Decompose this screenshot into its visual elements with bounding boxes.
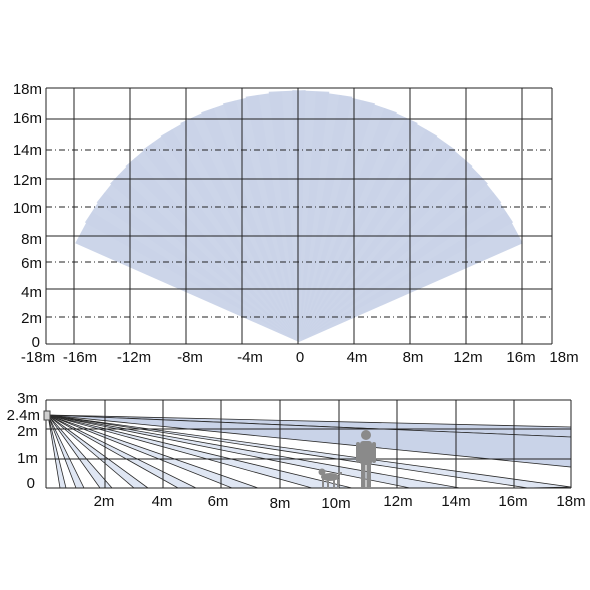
top-beam	[110, 157, 299, 342]
side-x-tick-12: 12m	[383, 493, 412, 510]
side-view: 3m 2.4m 2m 1m 0 2m 4m 6m 8m 10m 12m 14m …	[7, 390, 586, 512]
side-x-tick-14: 14m	[441, 493, 470, 510]
side-x-tick-2: 2m	[94, 493, 115, 510]
top-y-tick-18: 18m	[13, 81, 42, 98]
top-view: 18m 16m 14m 12m 10m 8m 6m 4m 2m 0 -18m -…	[13, 81, 579, 366]
dog-icon	[318, 468, 342, 488]
side-x-tick-18: 18m	[556, 493, 585, 510]
side-y-tick-3: 3m	[17, 390, 38, 407]
side-view-beams	[47, 414, 572, 489]
side-x-tick-4: 4m	[152, 493, 173, 510]
top-beam	[180, 108, 299, 342]
sensor-icon	[43, 410, 51, 421]
top-view-y-axis-labels: 18m 16m 14m 12m 10m 8m 6m 4m 2m 0	[13, 81, 42, 351]
top-x-tick-12: 12m	[453, 349, 482, 366]
side-view-grid	[45, 399, 572, 489]
top-view-beams	[75, 90, 523, 343]
top-y-tick-12: 12m	[13, 172, 42, 189]
side-y-tick-1: 1m	[17, 450, 38, 467]
top-x-tick-neg12: -12m	[117, 349, 151, 366]
top-beam	[201, 100, 299, 343]
side-view-x-axis-labels: 2m 4m 6m 8m 10m 12m 14m 16m 18m	[94, 493, 586, 512]
top-beam	[299, 157, 488, 342]
top-x-tick-neg16: -16m	[63, 349, 97, 366]
side-x-tick-16: 16m	[498, 493, 527, 510]
top-beam	[299, 142, 473, 342]
top-beam	[160, 117, 299, 342]
side-y-tick-0: 0	[27, 475, 35, 492]
top-beam	[299, 192, 514, 342]
side-y-tick-2-4: 2.4m	[7, 407, 40, 424]
top-beam	[299, 211, 523, 342]
side-x-tick-8: 8m	[270, 495, 291, 512]
top-x-tick-18: 18m	[549, 349, 578, 366]
top-y-tick-10: 10m	[13, 200, 42, 217]
top-x-tick-neg18: -18m	[21, 349, 55, 366]
side-y-tick-2: 2m	[17, 423, 38, 440]
top-y-tick-14: 14m	[13, 142, 42, 159]
top-y-tick-6: 6m	[21, 255, 42, 272]
top-view-x-axis-labels: -18m -16m -12m -8m -4m 0 4m 8m 12m 16m 1…	[21, 349, 579, 366]
side-x-tick-6: 6m	[208, 493, 229, 510]
top-y-tick-4: 4m	[21, 284, 42, 301]
top-y-tick-16: 16m	[13, 110, 42, 127]
top-y-tick-2: 2m	[21, 310, 42, 327]
top-y-tick-0: 0	[32, 334, 40, 351]
side-view-y-axis-labels: 3m 2.4m 2m 1m 0	[7, 390, 40, 492]
top-y-tick-8: 8m	[21, 231, 42, 248]
side-x-tick-10: 10m	[321, 495, 350, 512]
top-view-grid	[45, 87, 553, 345]
top-x-tick-16: 16m	[506, 349, 535, 366]
top-x-tick-8: 8m	[403, 349, 424, 366]
top-beam	[125, 142, 300, 342]
top-x-tick-0: 0	[296, 349, 304, 366]
top-x-tick-neg8: -8m	[177, 349, 203, 366]
top-x-tick-neg4: -4m	[237, 349, 263, 366]
top-x-tick-4: 4m	[347, 349, 368, 366]
top-beam	[299, 174, 502, 342]
top-beam	[96, 174, 299, 342]
person-icon	[356, 430, 376, 489]
